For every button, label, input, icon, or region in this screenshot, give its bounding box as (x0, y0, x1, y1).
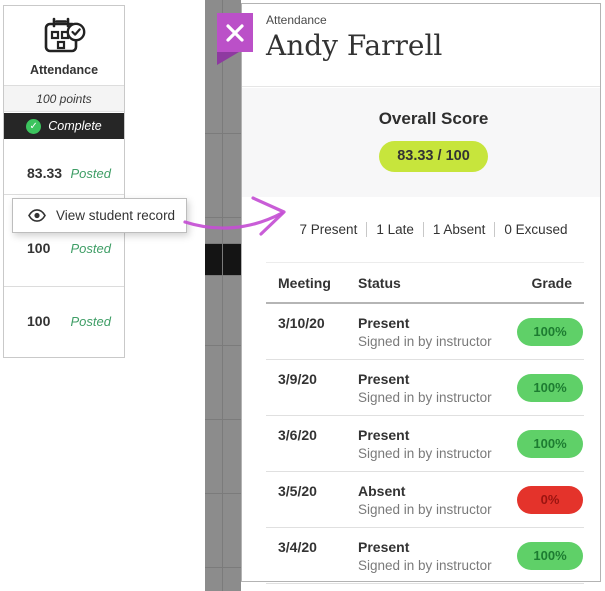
meeting-status: Present Signed in by instructor (358, 304, 500, 359)
divider (366, 221, 368, 237)
meeting-status: Present Signed in by instructor (358, 360, 500, 415)
check-circle-icon: ✓ (26, 118, 42, 134)
table-header-row: Meeting Status Grade (266, 263, 584, 304)
divider (4, 194, 124, 195)
grade-cell: 100% (500, 304, 584, 359)
grid-row-line (205, 493, 241, 494)
grid-column-divider (222, 0, 223, 591)
background-gradebook-grid (205, 0, 241, 591)
status-note: Signed in by instructor (358, 446, 492, 461)
gradebook-column-card: Attendance 100 points ✓ Complete 83.33 P… (3, 5, 125, 358)
grade-cell: 100% (500, 360, 584, 415)
meeting-date: 3/4/20 (278, 539, 317, 555)
status-note: Signed in by instructor (358, 502, 492, 517)
grade-posted-label: Posted (70, 313, 111, 329)
student-name: Andy Farrell (266, 29, 443, 62)
grade-cell[interactable]: 100 Posted (4, 304, 124, 338)
grade-score: 100 (27, 313, 51, 329)
grid-dark-cell (205, 244, 222, 275)
grade-cell: 100% (500, 528, 584, 583)
table-row: 3/10/20 Present Signed in by instructor … (266, 304, 584, 360)
column-header-status: Status (358, 274, 401, 291)
points-label: 100 points (4, 85, 124, 112)
status-value: Present (358, 371, 410, 387)
divider (422, 221, 424, 237)
panel-category-label: Attendance (266, 13, 327, 27)
overall-score-section: Overall Score 83.33 / 100 (242, 88, 600, 197)
attendance-flyout-panel: Attendance Andy Farrell Overall Score 83… (241, 3, 601, 584)
menu-item-view-student-record[interactable]: View student record (12, 198, 187, 233)
grade-cell[interactable]: 100 Posted (4, 231, 124, 265)
grade-score: 83.33 (27, 165, 63, 181)
meeting-date: 3/5/20 (278, 483, 317, 499)
grade-cell[interactable]: 83.33 Posted (4, 156, 124, 190)
grade-pill: 0% (517, 485, 583, 514)
table-row: 3/5/20 Absent Signed in by instructor 0% (266, 472, 584, 528)
divider (494, 221, 496, 237)
overall-score-heading: Overall Score (378, 109, 489, 128)
grade-pill: 100% (517, 429, 583, 458)
status-note: Signed in by instructor (358, 558, 492, 573)
grid-row-line (205, 345, 241, 346)
summary-late: 1 Late (376, 221, 414, 237)
grade-pill: 100% (517, 541, 583, 570)
table-row: 3/4/20 Present Signed in by instructor 1… (266, 528, 584, 584)
grade-posted-label: Posted (70, 240, 111, 256)
grid-row-line (205, 217, 241, 218)
menu-item-label: View student record (56, 208, 176, 223)
summary-absent: 1 Absent (432, 221, 486, 237)
column-title: Attendance (29, 63, 99, 77)
grade-cell: 100% (500, 416, 584, 471)
status-note: Signed in by instructor (358, 334, 492, 349)
panel-header: Attendance Andy Farrell (242, 4, 600, 87)
grade-cell: 0% (500, 472, 584, 527)
attendance-summary: 7 Present 1 Late 1 Absent 0 Excused (267, 197, 600, 261)
status-badge: ✓ Complete (4, 113, 124, 139)
grade-score: 100 (27, 240, 51, 256)
overall-score-pill: 83.33 / 100 (379, 141, 488, 172)
grade-pill: 100% (517, 317, 583, 346)
calendar-check-icon (4, 15, 124, 61)
grid-row-line (205, 133, 241, 134)
grid-row-line (205, 419, 241, 420)
column-header-meeting: Meeting (278, 274, 331, 291)
meeting-status: Present Signed in by instructor (358, 528, 500, 583)
grade-posted-label: Posted (70, 165, 111, 181)
eye-icon (28, 209, 46, 222)
status-note: Signed in by instructor (358, 390, 492, 405)
meeting-date: 3/6/20 (278, 427, 317, 443)
close-icon (226, 24, 244, 42)
grid-dark-cell (223, 244, 241, 275)
grid-row-line (205, 243, 241, 244)
summary-excused: 0 Excused (504, 221, 568, 237)
meeting-date: 3/9/20 (278, 371, 317, 387)
status-label: Complete (48, 119, 102, 133)
column-header-grade: Grade (531, 274, 572, 291)
table-row: 3/6/20 Present Signed in by instructor 1… (266, 416, 584, 472)
status-value: Present (358, 427, 410, 443)
grid-row-line (205, 275, 241, 276)
status-value: Present (358, 539, 410, 555)
divider (4, 286, 124, 287)
status-value: Present (358, 315, 410, 331)
grade-pill: 100% (517, 373, 583, 402)
table-row: 3/9/20 Present Signed in by instructor 1… (266, 360, 584, 416)
status-value: Absent (358, 483, 406, 499)
close-button[interactable] (217, 13, 253, 65)
meeting-status: Present Signed in by instructor (358, 416, 500, 471)
meetings-table: Meeting Status Grade 3/10/20 Present Sig… (266, 262, 584, 584)
meeting-date: 3/10/20 (278, 315, 325, 331)
summary-present: 7 Present (299, 221, 358, 237)
meeting-status: Absent Signed in by instructor (358, 472, 500, 527)
grid-row-line (205, 567, 241, 568)
